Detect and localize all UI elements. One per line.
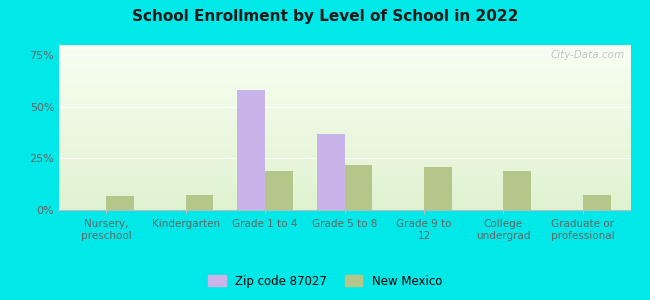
Bar [106, 196, 134, 210]
Bar [237, 90, 265, 210]
Text: School Enrollment by Level of School in 2022: School Enrollment by Level of School in … [132, 9, 518, 24]
Bar [424, 167, 452, 210]
Bar [317, 134, 345, 210]
Text: City-Data.com: City-Data.com [551, 50, 625, 60]
Bar [265, 171, 293, 210]
Bar [186, 194, 213, 210]
Bar [583, 194, 610, 210]
Legend: Zip code 87027, New Mexico: Zip code 87027, New Mexico [204, 271, 446, 291]
Bar [344, 165, 372, 210]
Bar [503, 171, 531, 210]
